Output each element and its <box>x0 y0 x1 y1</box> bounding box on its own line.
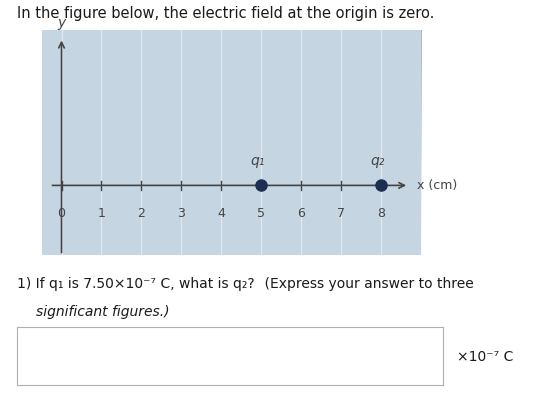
Text: In the figure below, the electric field at the origin is zero.: In the figure below, the electric field … <box>17 6 434 21</box>
Text: q₂: q₂ <box>370 154 384 168</box>
Text: 7: 7 <box>337 207 345 220</box>
Text: 4: 4 <box>217 207 225 220</box>
Text: 1: 1 <box>98 207 105 220</box>
Text: y: y <box>58 16 65 30</box>
Text: 6: 6 <box>297 207 305 220</box>
Text: 1) If q₁ is 7.50×10⁻⁷ C, what is q₂?   (Express your answer to three: 1) If q₁ is 7.50×10⁻⁷ C, what is q₂? (Ex… <box>17 277 473 291</box>
Text: significant figures.): significant figures.) <box>36 305 170 319</box>
Text: q₁: q₁ <box>250 154 264 168</box>
Text: 2: 2 <box>137 207 145 220</box>
Text: x (cm): x (cm) <box>417 179 457 192</box>
Text: ×10⁻⁷ C: ×10⁻⁷ C <box>457 350 514 364</box>
Text: 3: 3 <box>177 207 185 220</box>
Text: 8: 8 <box>377 207 385 220</box>
Text: 5: 5 <box>257 207 265 220</box>
Text: 0: 0 <box>58 207 65 220</box>
